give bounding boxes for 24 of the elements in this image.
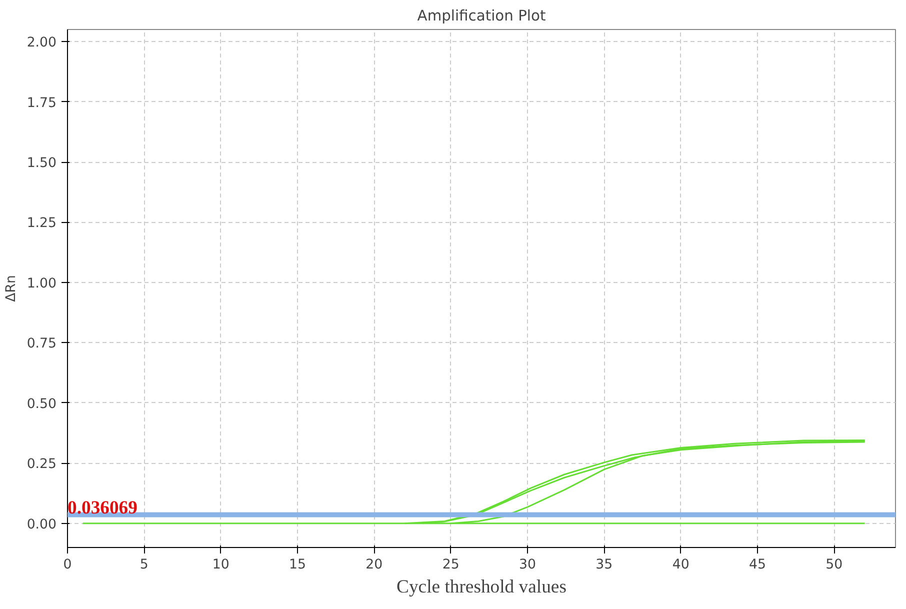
x-tick-label: 45 <box>749 558 766 572</box>
x-tick-label: 40 <box>672 558 690 572</box>
y-tick-label: 0.25 <box>26 457 57 472</box>
x-axis-title: Cycle threshold values <box>396 576 566 598</box>
y-tick-label: 1.50 <box>26 156 57 172</box>
x-tick-label: 30 <box>519 558 536 572</box>
y-tick-label: 1.75 <box>26 96 57 111</box>
x-tick-label: 50 <box>826 558 843 572</box>
y-tick-label: 0.50 <box>26 396 57 412</box>
x-tick-label: 35 <box>596 558 613 572</box>
ref-line-label: 0.036069 <box>68 498 138 519</box>
chart-title: Amplification Plot <box>417 8 546 24</box>
y-tick-label: 0.00 <box>26 517 57 532</box>
x-tick-label: 5 <box>140 558 148 572</box>
x-tick-label: 10 <box>212 558 230 572</box>
x-tick-label: 0 <box>63 558 72 572</box>
x-tick-label: 25 <box>442 558 460 572</box>
y-axis-title: ΔRn <box>4 275 19 302</box>
x-tick-label: 20 <box>366 558 383 572</box>
y-tick-label: 2.00 <box>26 36 57 51</box>
y-tick-label: 0.75 <box>26 336 57 352</box>
x-tick-label: 15 <box>289 558 306 572</box>
y-tick-label: 1.00 <box>26 276 57 292</box>
y-tick-label: 1.25 <box>26 216 57 232</box>
